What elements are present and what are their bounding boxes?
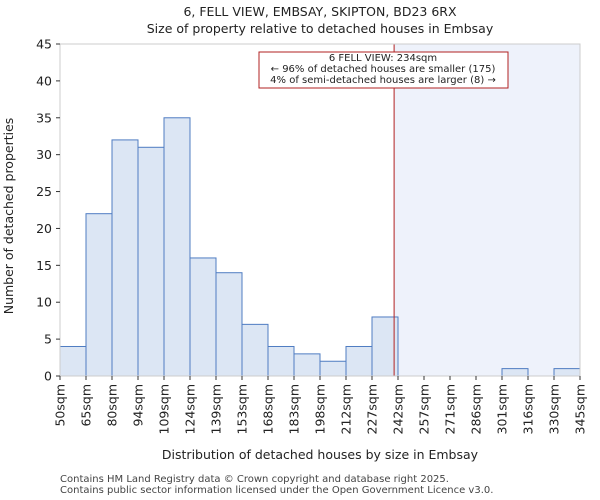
y-tick-label: 40 [36,73,52,88]
bar-94sqm [137,146,165,377]
chart-subtitle: Size of property relative to detached ho… [147,21,494,36]
y-tick-label: 10 [36,295,52,310]
y-axis: 0 5 10 15 20 25 30 35 40 45 [36,37,60,384]
chart-title: 6, FELL VIEW, EMBSAY, SKIPTON, BD23 6RX [183,4,457,19]
annotation-box: 6 FELL VIEW: 234sqm ← 96% of detached ho… [258,51,509,89]
x-tick-label: 271sqm [443,384,458,434]
annotation-line-3: 4% of semi-detached houses are larger (8… [270,75,496,86]
x-axis-label: Distribution of detached houses by size … [162,447,479,462]
bar-153sqm [241,323,269,377]
bar-330sqm [553,368,581,377]
y-axis-label: Number of detached properties [1,118,16,315]
x-tick-label: 183sqm [287,384,302,434]
x-tick-label: 345sqm [573,384,588,434]
footer-line-1: Contains HM Land Registry data © Crown c… [60,474,449,485]
footer-line-2: Contains public sector information licen… [60,485,494,496]
bar-301sqm [501,368,529,377]
x-tick-label: 109sqm [157,384,172,434]
x-tick-label: 257sqm [417,384,432,434]
bars-group [59,117,581,377]
bar-168sqm [267,345,295,377]
x-tick-label: 80sqm [105,384,120,427]
x-tick-label: 198sqm [313,384,328,434]
x-tick-label: 212sqm [339,384,354,434]
y-tick-label: 35 [36,110,52,125]
x-tick-label: 65sqm [79,384,94,427]
bar-109sqm [163,117,191,377]
x-tick-label: 124sqm [183,384,198,434]
y-tick-label: 0 [44,369,52,384]
y-tick-label: 5 [44,332,52,347]
bar-50sqm [59,345,87,377]
x-tick-label: 227sqm [365,384,380,434]
y-tick-label: 30 [36,147,52,162]
x-tick-label: 301sqm [495,384,510,434]
x-tick-label: 316sqm [521,384,536,434]
x-tick-label: 50sqm [53,384,68,427]
bar-183sqm [293,353,321,377]
bar-139sqm [215,272,243,377]
x-tick-label: 286sqm [469,384,484,434]
y-tick-label: 25 [36,184,52,199]
bar-80sqm [111,139,139,377]
annotation-line-2: ← 96% of detached houses are smaller (17… [271,64,496,75]
bar-124sqm [189,257,217,377]
x-axis: 50sqm 65sqm 80sqm 94sqm 109sqm 124sqm 139sqm 15… [53,376,588,434]
y-tick-label: 20 [36,221,52,236]
bar-212sqm [345,345,373,377]
x-tick-label: 168sqm [261,384,276,434]
x-tick-label: 153sqm [235,384,250,434]
annotation-line-1: 6 FELL VIEW: 234sqm [329,53,437,64]
x-tick-label: 94sqm [131,384,146,427]
bar-65sqm [85,213,113,377]
larger-region-shade [394,44,580,376]
y-tick-label: 45 [36,37,52,52]
y-tick-label: 15 [36,258,52,273]
bar-198sqm [319,360,347,377]
annotation-frame [258,51,509,89]
x-tick-label: 330sqm [547,384,562,434]
x-tick-label: 242sqm [391,384,406,434]
x-tick-label: 139sqm [209,384,224,434]
